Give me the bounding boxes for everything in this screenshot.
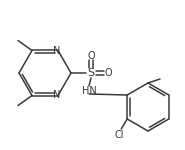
Text: O: O — [104, 68, 112, 78]
Text: N: N — [53, 90, 61, 99]
Text: N: N — [53, 46, 61, 57]
Text: S: S — [88, 68, 95, 78]
Text: Cl: Cl — [115, 130, 124, 140]
Text: HN: HN — [82, 86, 96, 96]
Text: O: O — [87, 51, 95, 61]
